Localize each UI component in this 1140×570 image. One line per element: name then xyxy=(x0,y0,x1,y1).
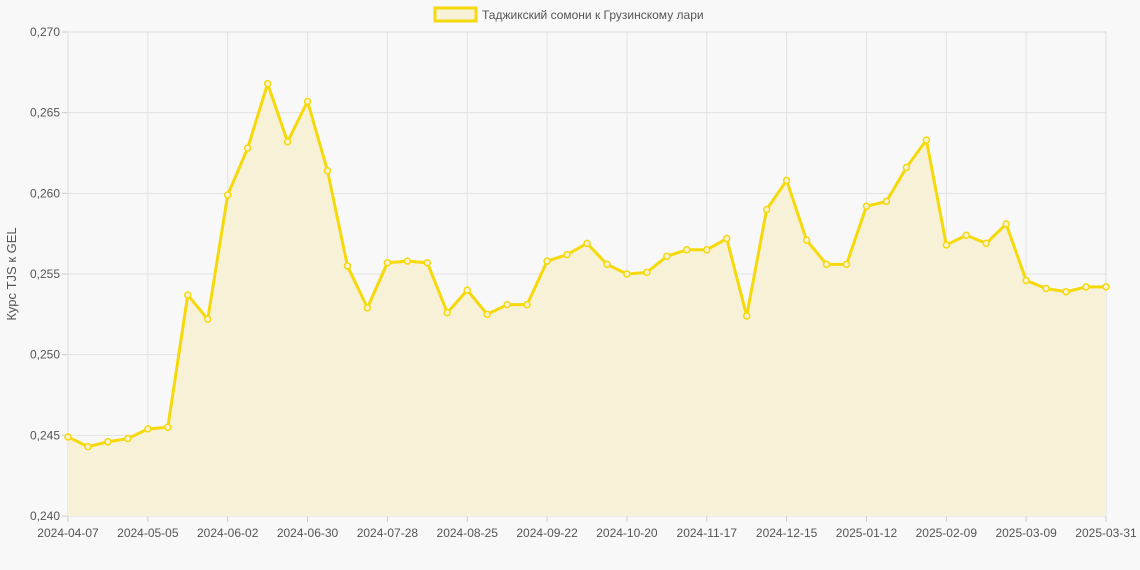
data-point[interactable] xyxy=(164,423,172,432)
data-point[interactable] xyxy=(802,236,811,244)
y-axis-ticks: 0,240 0,245 0,250 0,255 0,260 0,265 0,270 xyxy=(30,25,60,523)
data-point[interactable] xyxy=(742,312,751,320)
data-point[interactable] xyxy=(982,239,990,248)
legend-label: Таджикский сомони к Грузинскому лари xyxy=(482,8,704,22)
data-point[interactable] xyxy=(144,425,152,433)
y-tick-label: 0,240 xyxy=(30,509,60,523)
data-point[interactable] xyxy=(124,434,132,443)
data-point[interactable] xyxy=(303,97,312,106)
x-tick-label: 2024-06-02 xyxy=(197,526,259,540)
legend-swatch xyxy=(433,6,478,23)
x-tick-label: 2024-05-05 xyxy=(117,526,179,540)
series-area-fill xyxy=(68,83,1106,516)
data-point[interactable] xyxy=(882,197,891,206)
data-point[interactable] xyxy=(263,79,272,88)
x-tick-label: 2024-12-15 xyxy=(756,526,818,540)
data-point[interactable] xyxy=(184,291,192,299)
data-point[interactable] xyxy=(1022,276,1030,285)
x-tick-label: 2024-11-17 xyxy=(677,526,738,540)
y-tick-label: 0,245 xyxy=(30,428,60,442)
data-point[interactable] xyxy=(862,202,871,210)
data-point[interactable] xyxy=(223,191,232,199)
data-point[interactable] xyxy=(822,260,831,269)
data-point[interactable] xyxy=(323,166,332,175)
data-point[interactable] xyxy=(902,163,911,172)
x-tick-label: 2024-07-28 xyxy=(357,526,419,540)
data-point[interactable] xyxy=(503,300,511,309)
x-tick-label: 2024-10-20 xyxy=(596,526,658,540)
data-point[interactable] xyxy=(403,257,412,265)
data-point[interactable] xyxy=(423,258,432,267)
x-tick-label: 2024-06-30 xyxy=(277,526,339,540)
y-tick-label: 0,250 xyxy=(30,348,60,362)
y-tick-label: 0,270 xyxy=(30,25,60,39)
y-axis-title: Курс TJS к GEL xyxy=(4,227,19,320)
x-axis-ticks: 2024-04-07 2024-05-05 2024-06-02 2024-06-30… xyxy=(37,526,1137,540)
data-point[interactable] xyxy=(962,231,971,240)
x-tick-label: 2025-01-12 xyxy=(836,526,898,540)
data-point[interactable] xyxy=(762,205,771,214)
data-point[interactable] xyxy=(722,234,731,243)
y-tick-label: 0,255 xyxy=(30,267,60,281)
data-point[interactable] xyxy=(343,262,352,270)
x-tick-label: 2025-03-31 xyxy=(1075,526,1137,540)
data-point[interactable] xyxy=(683,246,691,254)
data-point[interactable] xyxy=(1102,283,1110,291)
data-point[interactable] xyxy=(463,286,471,294)
data-point[interactable] xyxy=(643,268,651,277)
data-point[interactable] xyxy=(203,315,212,323)
data-point[interactable] xyxy=(64,433,72,441)
x-tick-label: 2024-04-07 xyxy=(37,526,99,540)
y-tick-label: 0,260 xyxy=(30,186,60,200)
legend[interactable]: Таджикский сомони к Грузинскому лари xyxy=(433,6,704,23)
data-point[interactable] xyxy=(583,239,591,248)
data-point[interactable] xyxy=(1002,220,1010,228)
data-point[interactable] xyxy=(563,250,571,259)
data-point[interactable] xyxy=(603,260,611,269)
x-tick-label: 2024-09-22 xyxy=(516,526,578,540)
data-point[interactable] xyxy=(483,310,491,319)
data-point[interactable] xyxy=(663,252,671,261)
data-point[interactable] xyxy=(782,176,791,185)
data-point[interactable] xyxy=(703,246,711,254)
data-point[interactable] xyxy=(104,438,112,446)
data-point[interactable] xyxy=(283,137,292,146)
x-tick-label: 2024-08-25 xyxy=(437,526,499,540)
data-point[interactable] xyxy=(84,442,92,451)
series-points xyxy=(64,79,1110,451)
data-point[interactable] xyxy=(363,304,372,312)
data-point[interactable] xyxy=(523,300,531,309)
data-point[interactable] xyxy=(1062,287,1070,296)
data-point[interactable] xyxy=(243,144,252,152)
x-tick-label: 2025-03-09 xyxy=(995,526,1057,540)
data-point[interactable] xyxy=(942,241,951,249)
data-point[interactable] xyxy=(1082,283,1090,291)
data-point[interactable] xyxy=(443,308,452,317)
data-point[interactable] xyxy=(623,270,631,278)
data-point[interactable] xyxy=(543,257,551,265)
y-tick-label: 0,265 xyxy=(30,106,60,120)
data-point[interactable] xyxy=(842,260,851,269)
x-tick-label: 2025-02-09 xyxy=(916,526,978,540)
data-point[interactable] xyxy=(383,258,392,267)
data-point[interactable] xyxy=(922,136,931,144)
data-point[interactable] xyxy=(1042,284,1050,293)
